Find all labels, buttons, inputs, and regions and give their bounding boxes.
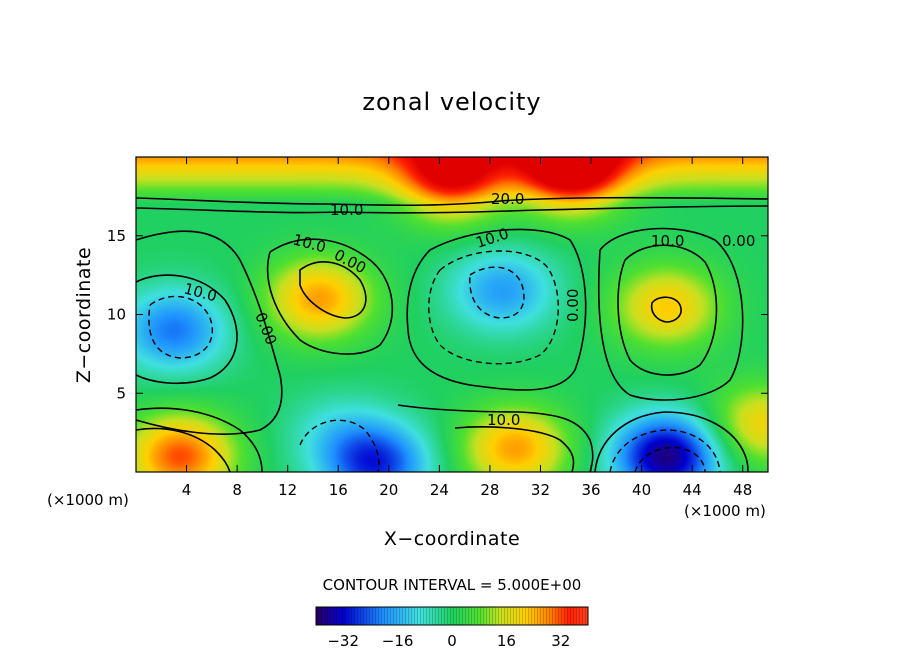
x-tick-label: 24: [430, 481, 449, 499]
contour-label: 10.0: [330, 201, 363, 219]
contour-orange-10: [266, 238, 394, 355]
x-tick-label: 8: [232, 481, 242, 499]
x-unit-left: (×1000 m): [47, 491, 129, 509]
y-tick-label: 15: [107, 227, 126, 245]
contour-bottom-right: [594, 411, 749, 472]
contour-center-neg: [428, 250, 559, 365]
colorbar-tick-label: 0: [447, 632, 457, 650]
contour-bottom-left-2: [136, 427, 231, 472]
colorbar-tick-label: −32: [327, 632, 359, 650]
chart-title: zonal velocity: [362, 88, 542, 116]
x-tick-label: 44: [683, 481, 702, 499]
contour-lines-negative: [148, 250, 721, 472]
x-tick-label: 20: [379, 481, 398, 499]
contour-bottom-center: [397, 404, 594, 472]
y-axis-label: Z−coordinate: [73, 246, 95, 384]
x-tick-label: 28: [480, 481, 499, 499]
x-tick-label: 16: [329, 481, 348, 499]
colorbar-tick-label: −16: [382, 632, 414, 650]
contour-top-20: [136, 196, 768, 207]
contour-bottom-10: [454, 426, 575, 472]
contour-label: 0.00: [564, 289, 582, 322]
colorbar-frame: [315, 606, 589, 626]
y-tick-label: 5: [116, 384, 126, 402]
contour-top-10: [136, 205, 768, 214]
x-tick-label: 36: [581, 481, 600, 499]
velocity-field: [136, 157, 768, 472]
contour-label: 10.0: [487, 411, 520, 429]
colorbar-tick-label: 16: [497, 632, 516, 650]
colorbar-tick-label: 32: [551, 632, 570, 650]
x-tick-label: 48: [733, 481, 752, 499]
y-tick-label: 10: [107, 306, 126, 324]
axis-ticks: [136, 157, 768, 472]
x-axis-label: X−coordinate: [383, 528, 521, 550]
colorbar-stripes: [316, 607, 588, 625]
contour-right-zero: [597, 227, 744, 401]
x-tick-label: 40: [632, 481, 651, 499]
field-area: 20.0 10.0 10.0 10.0 0.00 10.0 0.00 0.00 …: [136, 157, 768, 472]
contour-label: 20.0: [491, 190, 524, 208]
contour-left-10: [136, 274, 238, 385]
contour-bottom-left: [136, 407, 263, 472]
x-tick-label: 4: [182, 481, 192, 499]
contour-orange-inner: [299, 261, 367, 319]
colorbar-tick-labels: −32 −16 0 16 32: [327, 632, 570, 650]
contour-label: 10.0: [651, 232, 684, 250]
x-tick-label: 32: [531, 481, 550, 499]
contour-right-inner: [650, 296, 682, 323]
colorbar: −32 −16 0 16 32: [315, 606, 589, 650]
contour-br-neg: [609, 429, 721, 472]
contour-interval-text: CONTOUR INTERVAL = 5.000E+00: [322, 576, 582, 594]
contour-center-zero: [406, 228, 587, 391]
contour-label: 0.00: [722, 232, 755, 250]
contour-left-neg: [148, 295, 214, 359]
contour-lines: [136, 196, 768, 472]
x-unit-right: (×1000 m): [684, 502, 766, 520]
x-tick-label: 12: [278, 481, 297, 499]
contour-left-zero: [136, 230, 283, 435]
contour-bottom-neg: [299, 419, 380, 472]
contour-br-neg-2: [634, 446, 706, 472]
contour-right-10: [617, 244, 718, 376]
contour-center-neg-2: [469, 266, 525, 319]
